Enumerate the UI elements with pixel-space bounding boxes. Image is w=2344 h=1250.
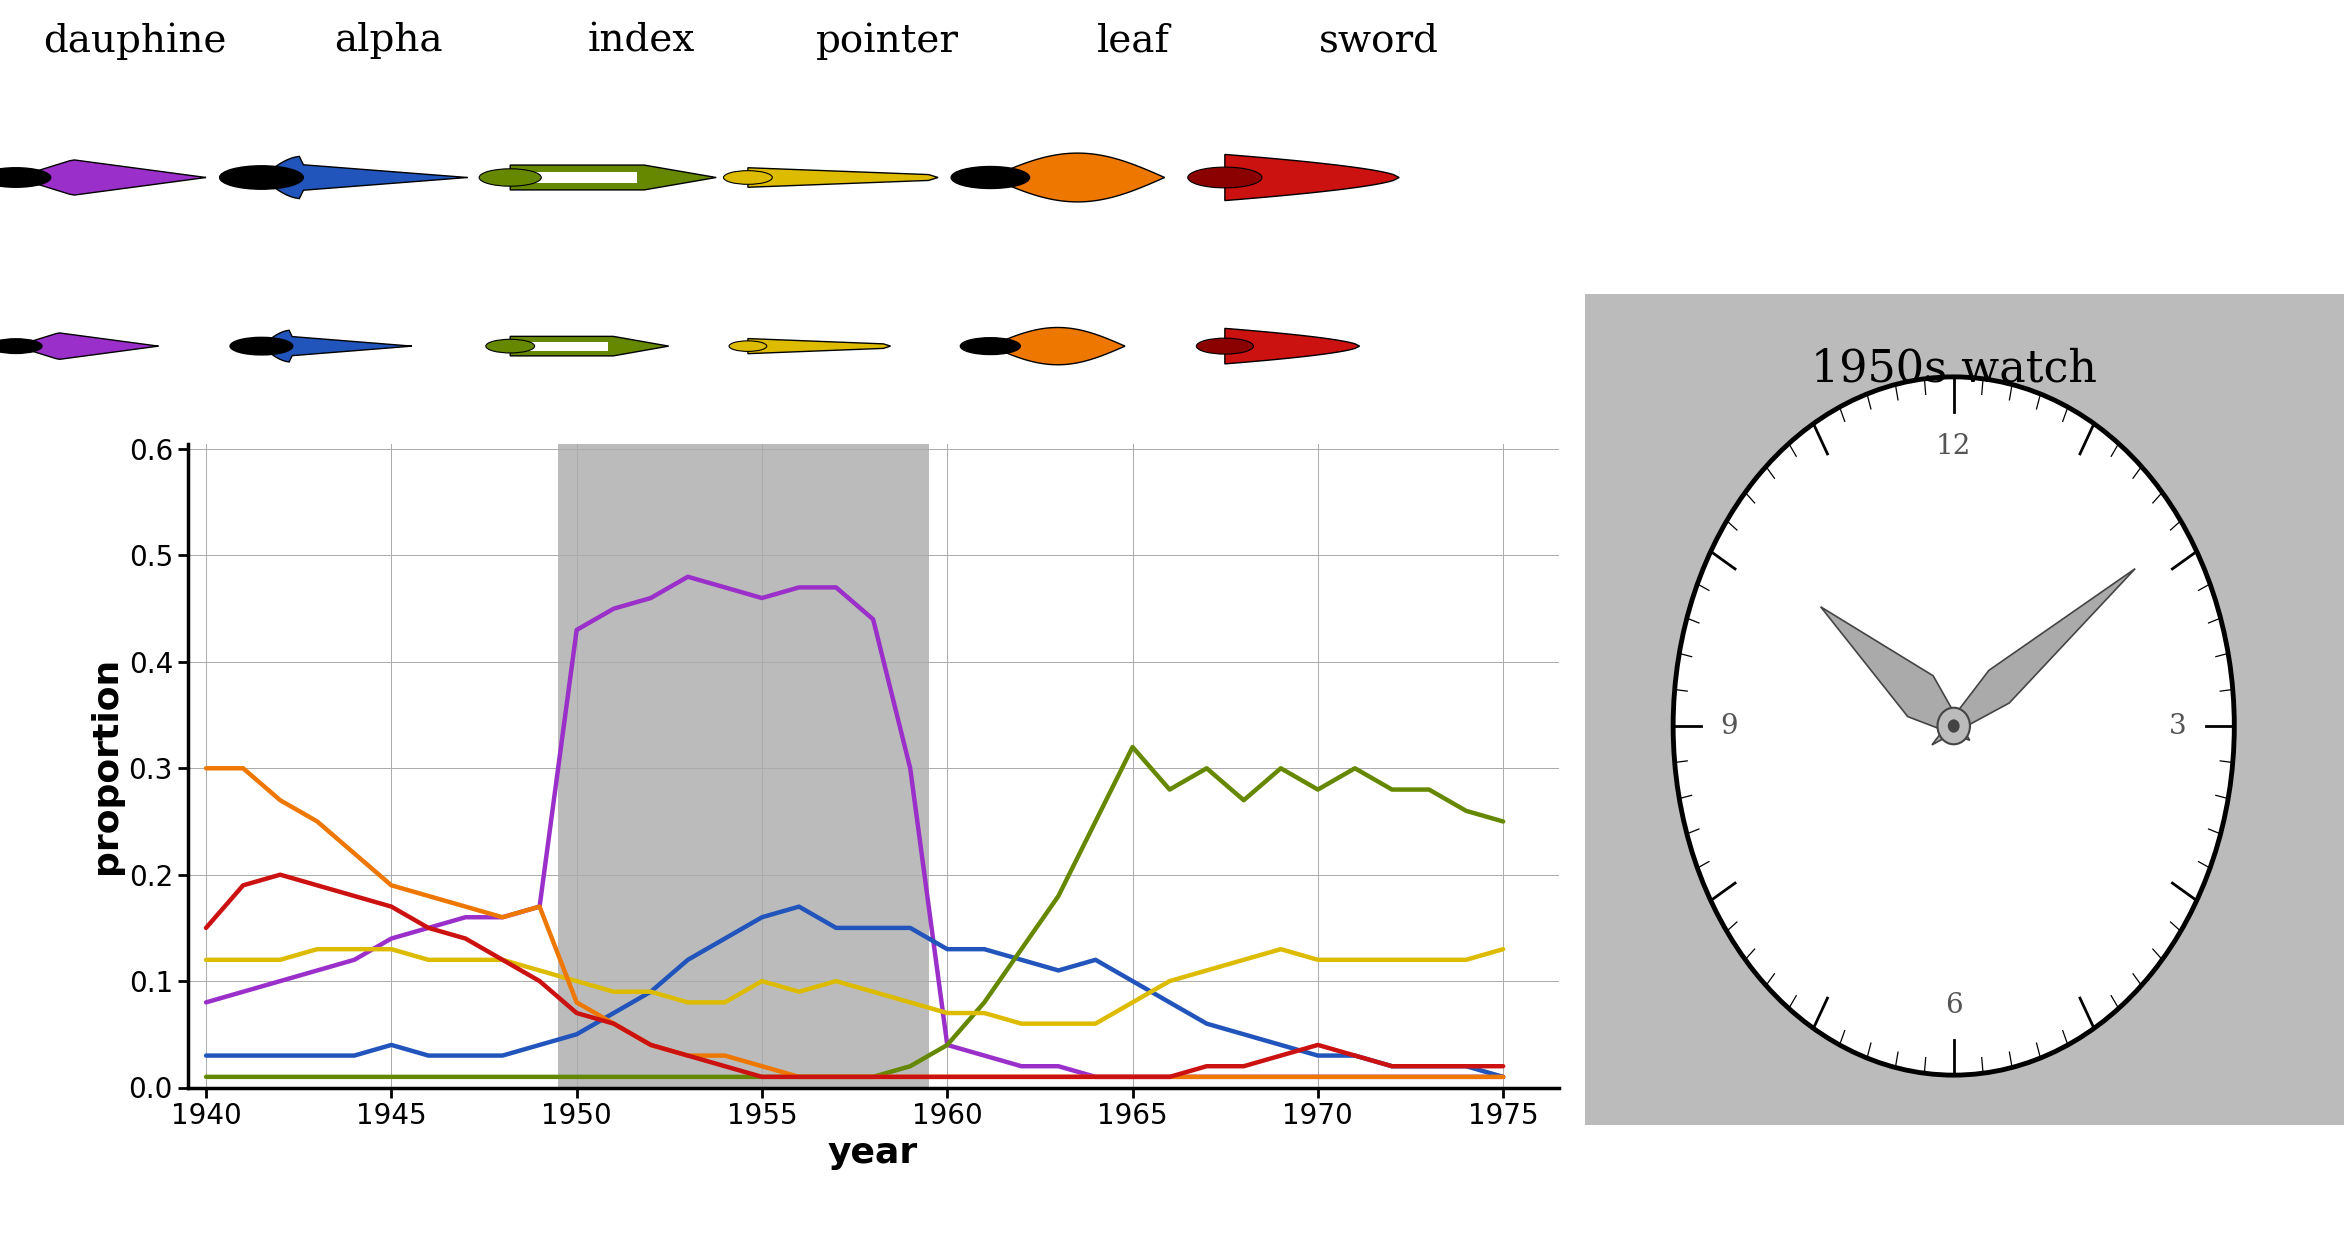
Text: 1950s watch: 1950s watch: [1810, 348, 2098, 391]
Circle shape: [724, 171, 771, 184]
Circle shape: [230, 338, 293, 355]
Text: dauphine: dauphine: [42, 22, 227, 60]
Polygon shape: [1226, 329, 1360, 364]
Y-axis label: proportion: proportion: [89, 658, 122, 874]
Circle shape: [961, 338, 1020, 355]
Text: sword: sword: [1320, 22, 1439, 59]
Polygon shape: [16, 332, 159, 359]
Polygon shape: [511, 165, 717, 190]
Text: 12: 12: [1936, 434, 1971, 460]
Polygon shape: [511, 336, 668, 356]
Circle shape: [952, 166, 1029, 189]
Text: leaf: leaf: [1097, 22, 1170, 59]
Circle shape: [1948, 719, 1960, 732]
Circle shape: [220, 166, 302, 189]
Circle shape: [0, 168, 52, 187]
Polygon shape: [263, 156, 466, 199]
Polygon shape: [16, 160, 206, 195]
Polygon shape: [992, 152, 1165, 202]
Polygon shape: [748, 168, 938, 187]
Polygon shape: [748, 339, 891, 354]
Circle shape: [0, 339, 42, 354]
Polygon shape: [525, 173, 638, 182]
Text: pointer: pointer: [816, 22, 959, 60]
Circle shape: [1188, 168, 1261, 187]
Text: index: index: [588, 22, 696, 59]
Polygon shape: [992, 328, 1125, 365]
Text: 6: 6: [1946, 991, 1962, 1019]
Polygon shape: [263, 330, 413, 362]
Bar: [558, 444, 928, 1088]
Polygon shape: [525, 341, 607, 350]
X-axis label: year: year: [827, 1136, 919, 1170]
Text: alpha: alpha: [333, 22, 443, 59]
Circle shape: [478, 169, 541, 186]
Circle shape: [485, 339, 534, 352]
Polygon shape: [1821, 606, 1969, 740]
Polygon shape: [1226, 155, 1399, 200]
Circle shape: [729, 341, 766, 351]
Circle shape: [1195, 339, 1254, 354]
Text: 3: 3: [2171, 712, 2187, 740]
Ellipse shape: [1674, 378, 2234, 1075]
Circle shape: [1938, 707, 1969, 744]
Text: 9: 9: [1720, 712, 1737, 740]
Polygon shape: [1931, 569, 2135, 745]
